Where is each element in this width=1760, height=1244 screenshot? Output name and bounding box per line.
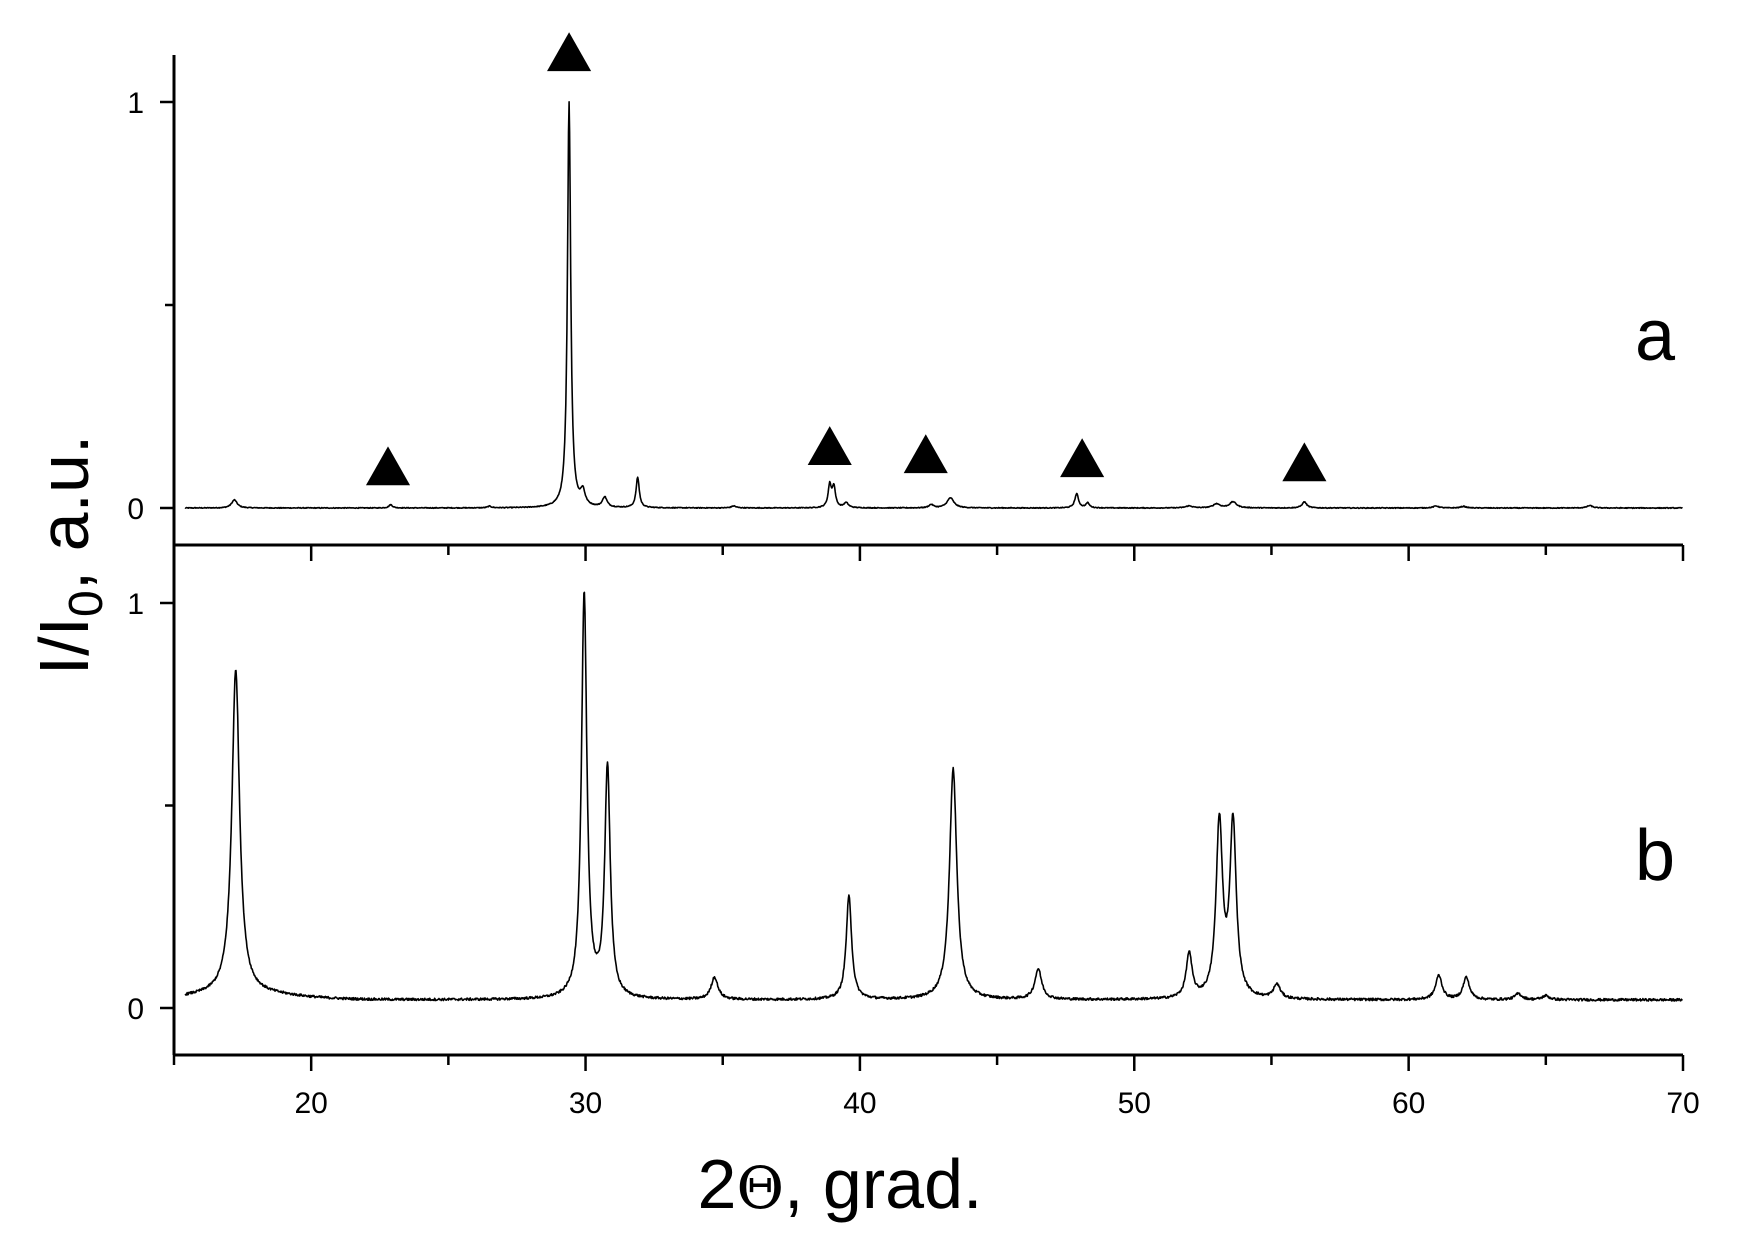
x-axis-title-prefix: 2 — [698, 1145, 737, 1223]
x-tick-label-30: 30 — [569, 1087, 602, 1120]
x-axis-title-symbol: Θ — [736, 1154, 784, 1222]
y-tick-label-a-1: 1 — [127, 87, 144, 120]
panel-a: 0 1 a — [127, 32, 1683, 526]
y-axis-title-main: I/I — [25, 617, 103, 675]
panel-label-a: a — [1635, 296, 1676, 376]
y-axis-title-sub: 0 — [60, 590, 113, 617]
x-tick-label-70: 70 — [1666, 1087, 1699, 1120]
y-tick-label-b-0: 0 — [127, 993, 144, 1026]
peak-marker-a-3 — [903, 434, 948, 474]
y-tick-label-a-0: 0 — [127, 493, 144, 526]
peak-marker-a-2 — [807, 426, 852, 465]
peak-marker-a-5 — [1282, 442, 1327, 482]
x-tick-label-40: 40 — [843, 1087, 876, 1120]
x-tick-label-50: 50 — [1118, 1087, 1151, 1120]
y-axis-title-suffix: , a.u. — [25, 435, 103, 591]
trace-a — [184, 101, 1683, 510]
y-axis-title: I/I0, a.u. — [25, 435, 113, 676]
y-tick-label-b-1: 1 — [127, 588, 144, 621]
peak-marker-a-4 — [1060, 438, 1105, 478]
panel-label-b: b — [1635, 816, 1675, 896]
x-tick-label-20: 20 — [294, 1087, 327, 1120]
peak-marker-a-1 — [547, 32, 592, 72]
trace-b — [184, 591, 1684, 1002]
peak-marker-a-0 — [365, 446, 411, 486]
panel-b: 0 1 b — [127, 588, 1684, 1026]
panels-layer: 0 1 a 0 1 b — [127, 32, 1684, 1026]
x-axis-title-suffix: , grad. — [784, 1145, 982, 1223]
axes-layer: 20 30 40 50 60 70 — [172, 55, 1700, 1120]
x-tick-label-60: 60 — [1392, 1087, 1425, 1120]
x-axis-title: 2Θ, grad. — [698, 1145, 983, 1223]
